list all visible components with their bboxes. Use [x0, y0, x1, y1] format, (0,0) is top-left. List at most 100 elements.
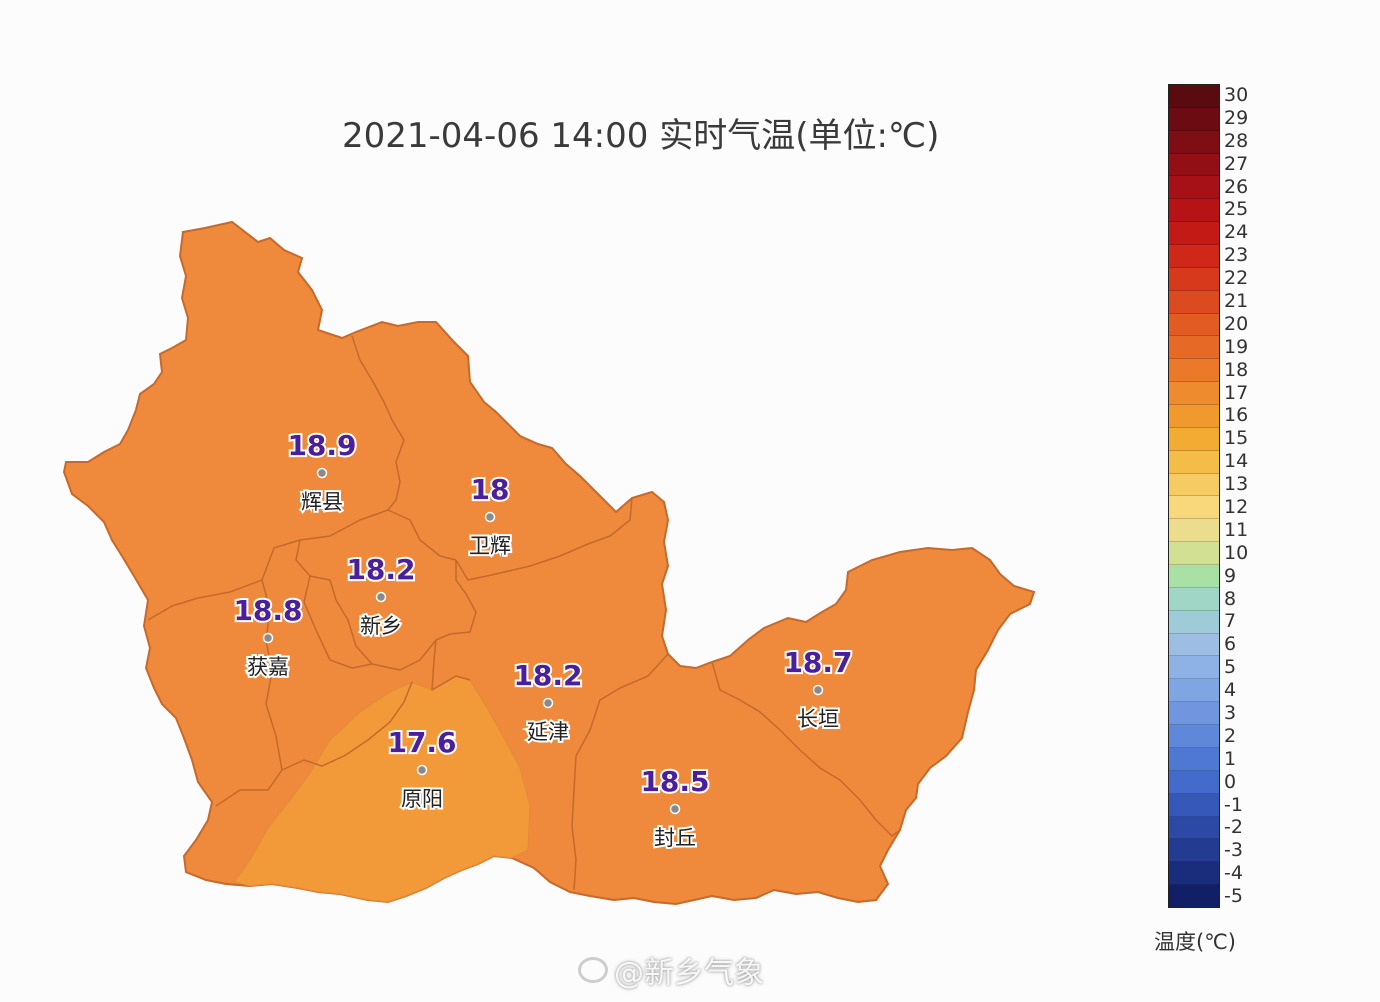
- scale-cell: [1169, 222, 1219, 246]
- watermark: @新乡气象: [578, 948, 764, 992]
- station-yanjin: 18.2 延津: [511, 657, 584, 746]
- station-name: 卫辉: [469, 534, 511, 558]
- boundary-xinxiang-city: [295, 539, 477, 671]
- scale-label: 20: [1224, 312, 1249, 335]
- station-yuanyang: 17.6 原阳: [385, 724, 458, 813]
- scale-label: 5: [1224, 656, 1237, 679]
- scale-label: 15: [1224, 427, 1249, 450]
- scale-label: 2: [1224, 724, 1237, 747]
- station-dot: [416, 764, 428, 776]
- station-name: 新乡: [360, 614, 402, 638]
- station-huojia: 18.8 获嘉: [231, 592, 304, 681]
- scale-cell: [1169, 839, 1219, 863]
- station-value: 18.5: [640, 765, 709, 798]
- scale-label: -5: [1224, 885, 1243, 908]
- scale-label: 22: [1224, 267, 1249, 290]
- watermark-text: @新乡气象: [614, 956, 764, 991]
- scale-label: 30: [1224, 83, 1249, 106]
- station-huixian: 18.9 辉县: [285, 427, 358, 516]
- scale-cell: [1169, 565, 1219, 588]
- station-name: 封丘: [654, 826, 696, 850]
- station-fengqiu: 18.5 封丘: [638, 763, 711, 852]
- scale-cell: [1169, 679, 1219, 703]
- station-dot: [542, 697, 554, 709]
- scale-label: 4: [1224, 679, 1237, 702]
- scale-cell: [1169, 130, 1219, 154]
- scale-label: -3: [1224, 839, 1243, 862]
- scale-cell: [1169, 770, 1219, 794]
- station-layer: 18.9 辉县 18 卫辉 18.2 新乡 18.8 获嘉 18.2 延津 17.6 原阳 18.5 封丘…: [231, 427, 854, 852]
- scale-cell: [1169, 176, 1219, 200]
- scale-cell: [1169, 427, 1219, 451]
- station-name: 原阳: [401, 787, 443, 811]
- boundary-weihui-south: [455, 497, 633, 581]
- temperature-scale-labels: 30 29 28 27 26 25 24 23 22 21 20 19 18 17 16 15 14 13 12 11…: [1224, 84, 1284, 908]
- scale-label: -2: [1224, 816, 1243, 839]
- scale-label: 6: [1224, 633, 1237, 656]
- scale-cell: [1169, 313, 1219, 337]
- scale-cell: [1169, 702, 1219, 726]
- scale-cell: [1169, 107, 1219, 131]
- station-name: 延津: [527, 720, 569, 744]
- scale-cell: [1169, 245, 1219, 268]
- station-name: 获嘉: [247, 655, 289, 679]
- boundary-yuanyang-north: [281, 681, 413, 771]
- station-value: 18.8: [233, 594, 302, 627]
- scale-cell: [1169, 885, 1219, 907]
- scale-label: 14: [1224, 450, 1249, 473]
- scale-cell: [1169, 405, 1219, 428]
- scale-cell: [1169, 290, 1219, 314]
- scale-label: 21: [1224, 289, 1249, 312]
- scale-label: 25: [1224, 198, 1249, 221]
- scale-label: 9: [1224, 564, 1237, 587]
- scale-label: 11: [1224, 518, 1249, 541]
- scale-label: 16: [1224, 404, 1249, 427]
- scale-label: -1: [1224, 793, 1243, 816]
- scale-label: 1: [1224, 747, 1237, 770]
- boundary-changyuan: [711, 661, 901, 837]
- scale-label: 26: [1224, 175, 1249, 198]
- scale-label: 13: [1224, 473, 1249, 496]
- scale-cell: [1169, 793, 1219, 817]
- scale-cell: [1169, 473, 1219, 497]
- cool-zone-yuanyang: [233, 675, 531, 903]
- boundary-huixian-south: [147, 509, 457, 621]
- scale-cell: [1169, 633, 1219, 657]
- page-title: 2021-04-06 14:00 实时气温(单位:℃): [342, 116, 940, 156]
- scale-cell: [1169, 656, 1219, 680]
- boundary-fengqiu-west: [571, 755, 577, 891]
- station-dot: [375, 591, 387, 603]
- station-xinxiang: 18.2 新乡: [344, 551, 417, 640]
- scale-unit-label: 温度(℃): [1154, 930, 1236, 954]
- scale-cell: [1169, 382, 1219, 406]
- scale-label: 10: [1224, 541, 1249, 564]
- scale-cell: [1169, 587, 1219, 611]
- station-value: 18.2: [346, 553, 415, 586]
- scale-label: 8: [1224, 587, 1237, 610]
- scale-cell: [1169, 450, 1219, 474]
- station-changyuan: 18.7 长垣: [781, 644, 854, 733]
- scale-cell: [1169, 336, 1219, 360]
- scale-label: 23: [1224, 244, 1249, 267]
- scale-cell: [1169, 725, 1219, 748]
- scale-cell: [1169, 747, 1219, 771]
- station-value: 18.2: [513, 659, 582, 692]
- scale-label: 27: [1224, 152, 1249, 175]
- scale-label: 0: [1224, 770, 1237, 793]
- station-dot: [316, 467, 328, 479]
- scale-cell: [1169, 153, 1219, 177]
- boundary-yanjin-west: [431, 639, 471, 691]
- boundary-huixian-weihui: [351, 335, 405, 511]
- station-dot: [669, 803, 681, 815]
- scale-cell: [1169, 199, 1219, 223]
- boundary-huojia: [215, 579, 283, 807]
- scale-label: 7: [1224, 610, 1237, 633]
- scale-cell: [1169, 610, 1219, 634]
- station-name: 长垣: [797, 707, 839, 731]
- boundary-huojia-xinxiang: [303, 575, 373, 669]
- scale-label: 12: [1224, 495, 1249, 518]
- scale-cell: [1169, 816, 1219, 840]
- scale-label: 19: [1224, 335, 1249, 358]
